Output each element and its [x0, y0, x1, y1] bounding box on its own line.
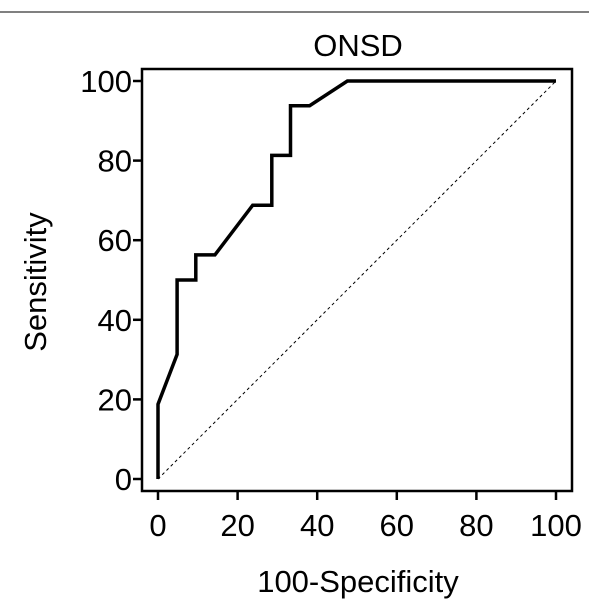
chart-title: ONSD [313, 28, 403, 63]
y-tick-label-0: 0 [115, 462, 132, 497]
y-tick-label-80: 80 [98, 144, 132, 179]
y-tick-label-100: 100 [80, 64, 132, 99]
plot-frame [140, 67, 574, 493]
reference-diagonal-line [157, 80, 557, 480]
x-tick-label-100: 100 [530, 508, 582, 543]
y-tick-label-60: 60 [98, 223, 132, 258]
roc-curve-line [156, 79, 556, 479]
x-axis-title: 100-Specificity [257, 564, 459, 599]
x-tick-label-40: 40 [300, 508, 334, 543]
x-tick-label-60: 60 [380, 508, 414, 543]
y-tick-label-40: 40 [98, 303, 132, 338]
x-tick-label-20: 20 [220, 508, 254, 543]
y-tick-label-20: 20 [98, 382, 132, 417]
x-tick-label-0: 0 [149, 508, 166, 543]
plot-area: 0 20 40 60 80 100 0 20 40 60 80 100 [80, 64, 582, 543]
y-axis-title: Sensitivity [18, 212, 53, 352]
x-tick-label-80: 80 [459, 508, 493, 543]
